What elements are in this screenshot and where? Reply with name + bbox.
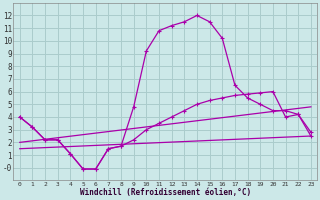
X-axis label: Windchill (Refroidissement éolien,°C): Windchill (Refroidissement éolien,°C) xyxy=(80,188,251,197)
